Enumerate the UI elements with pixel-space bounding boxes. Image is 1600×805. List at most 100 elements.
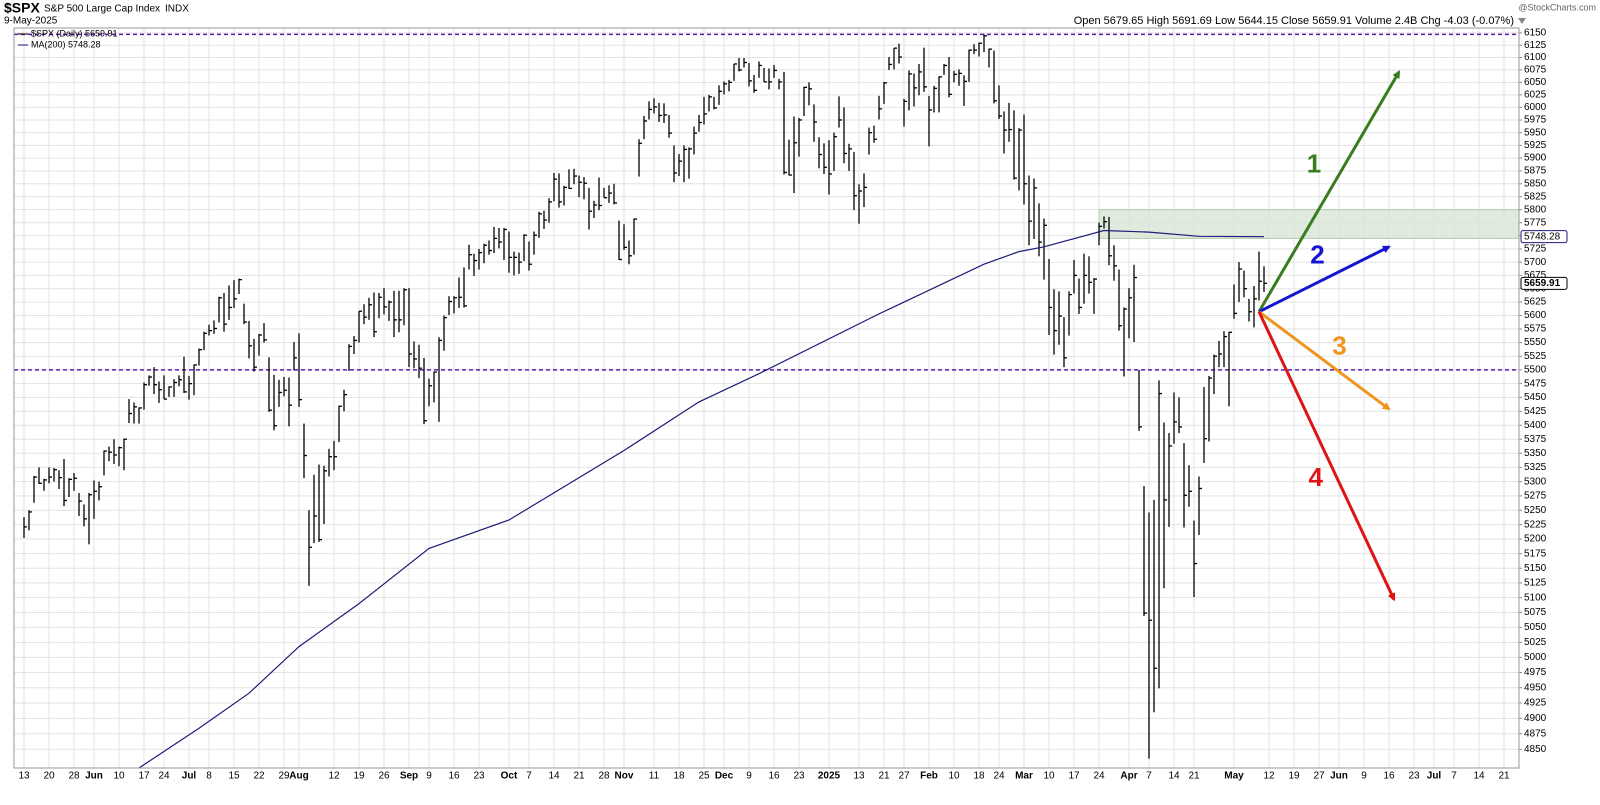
y-tick-label: 5575 xyxy=(1524,324,1547,335)
x-tick-label: 12 xyxy=(328,771,340,782)
y-tick-label: 5175 xyxy=(1524,548,1547,559)
scenario-label: 3 xyxy=(1332,330,1346,360)
y-tick-label: 5925 xyxy=(1524,140,1547,151)
scenario-arrow xyxy=(1257,70,1401,313)
y-tick-label: 4925 xyxy=(1524,698,1547,709)
x-tick-label: Oct xyxy=(501,771,518,782)
y-tick-label: 5050 xyxy=(1524,622,1547,633)
y-tick-label: 6000 xyxy=(1524,102,1547,113)
x-tick-label: 9 xyxy=(1361,771,1367,782)
y-tick-label: 4850 xyxy=(1524,744,1547,755)
scenario-arrow xyxy=(1258,245,1391,314)
x-tick-label: 21 xyxy=(1498,771,1510,782)
y-tick-label: 5500 xyxy=(1524,365,1547,376)
x-tick-label: 13 xyxy=(18,771,30,782)
scenario-arrow xyxy=(1257,311,1396,602)
dropdown-icon[interactable] xyxy=(1518,18,1526,24)
y-tick-label: 5825 xyxy=(1524,191,1547,202)
x-tick-label: 23 xyxy=(1408,771,1420,782)
y-tick-label: 5850 xyxy=(1524,178,1547,189)
y-tick-label: 6150 xyxy=(1524,28,1547,39)
y-tick-label: 6050 xyxy=(1524,77,1547,88)
x-tick-label: 21 xyxy=(573,771,585,782)
x-tick-label: 19 xyxy=(353,771,365,782)
y-tick-label: 5450 xyxy=(1524,392,1547,403)
y-tick-label: 4875 xyxy=(1524,728,1547,739)
x-tick-label: 27 xyxy=(1313,771,1325,782)
y-tick-label: 6025 xyxy=(1524,89,1547,100)
y-tick-label: 5475 xyxy=(1524,378,1547,389)
y-tick-label: 5775 xyxy=(1524,217,1547,228)
y-tick-label: 5000 xyxy=(1524,652,1547,663)
y-tick-label: 5675 xyxy=(1524,270,1547,281)
y-tick-label: 5100 xyxy=(1524,592,1547,603)
x-tick-label: 17 xyxy=(1068,771,1080,782)
y-tick-label: 4950 xyxy=(1524,682,1547,693)
x-tick-label: 2025 xyxy=(818,771,841,782)
y-tick-label: 4975 xyxy=(1524,667,1547,678)
y-tick-label: 6125 xyxy=(1524,40,1547,51)
y-tick-label: 5125 xyxy=(1524,578,1547,589)
x-tick-label: 14 xyxy=(548,771,560,782)
x-tick-label: 10 xyxy=(113,771,125,782)
x-tick-label: 16 xyxy=(448,771,460,782)
scenario-label: 4 xyxy=(1309,462,1324,492)
x-tick-label: 7 xyxy=(526,771,532,782)
x-tick-label: May xyxy=(1224,771,1244,782)
x-tick-label: 21 xyxy=(878,771,890,782)
x-tick-label: 20 xyxy=(43,771,55,782)
y-tick-label: 5225 xyxy=(1524,519,1547,530)
quote: Open 5679.65 High 5691.69 Low 5644.15 Cl… xyxy=(1074,15,1514,27)
x-tick-label: 28 xyxy=(598,771,610,782)
x-tick-label: Aug xyxy=(289,771,308,782)
x-tick-label: Jun xyxy=(1330,771,1348,782)
x-tick-label: 24 xyxy=(993,771,1005,782)
x-tick-label: Apr xyxy=(1120,771,1137,782)
y-tick-label: 5150 xyxy=(1524,563,1547,574)
x-tick-label: 12 xyxy=(1263,771,1275,782)
x-tick-label: Dec xyxy=(715,771,734,782)
scenario-label: 1 xyxy=(1307,149,1321,179)
x-tick-label: 14 xyxy=(1168,771,1180,782)
y-tick-label: 5275 xyxy=(1524,491,1547,502)
y-tick-label: 5025 xyxy=(1524,637,1547,648)
y-tick-label: 4900 xyxy=(1524,713,1547,724)
y-tick-label: 5725 xyxy=(1524,244,1547,255)
y-tick-label: 5075 xyxy=(1524,607,1547,618)
y-tick-label: 5800 xyxy=(1524,204,1547,215)
x-tick-label: 19 xyxy=(1288,771,1300,782)
x-tick-label: 29 xyxy=(278,771,290,782)
x-tick-label: 16 xyxy=(1383,771,1395,782)
y-tick-label: 5425 xyxy=(1524,406,1547,417)
x-tick-label: 9 xyxy=(746,771,752,782)
y-tick-label: 5200 xyxy=(1524,534,1547,545)
x-tick-label: 15 xyxy=(228,771,240,782)
y-tick-label: 5900 xyxy=(1524,153,1547,164)
y-tick-label: 5325 xyxy=(1524,462,1547,473)
value-tag-label: 5659.91 xyxy=(1524,278,1561,289)
x-tick-label: Sep xyxy=(400,771,418,782)
value-tag xyxy=(1520,276,1568,290)
x-tick-label: Mar xyxy=(1015,771,1033,782)
x-tick-label: Feb xyxy=(920,771,938,782)
scenario-label: 2 xyxy=(1310,239,1324,269)
x-tick-label: 22 xyxy=(253,771,265,782)
plot-frame xyxy=(13,27,1520,769)
scenario-arrow xyxy=(1258,310,1391,411)
x-tick-label: 10 xyxy=(948,771,960,782)
x-tick-label: 18 xyxy=(673,771,685,782)
value-tag xyxy=(1520,230,1568,244)
moving-average-line xyxy=(138,229,1265,769)
x-tick-label: 10 xyxy=(1043,771,1055,782)
y-tick-label: 5875 xyxy=(1524,166,1547,177)
x-tick-label: 24 xyxy=(158,771,170,782)
x-tick-label: 16 xyxy=(768,771,780,782)
y-tick-label: 5525 xyxy=(1524,351,1547,362)
symbol: $SPX xyxy=(4,0,40,16)
x-tick-label: 13 xyxy=(853,771,865,782)
index-name: S&P 500 Large Cap Index xyxy=(44,4,160,15)
x-tick-label: 23 xyxy=(473,771,485,782)
x-tick-label: 26 xyxy=(378,771,390,782)
y-tick-label: 5400 xyxy=(1524,420,1547,431)
